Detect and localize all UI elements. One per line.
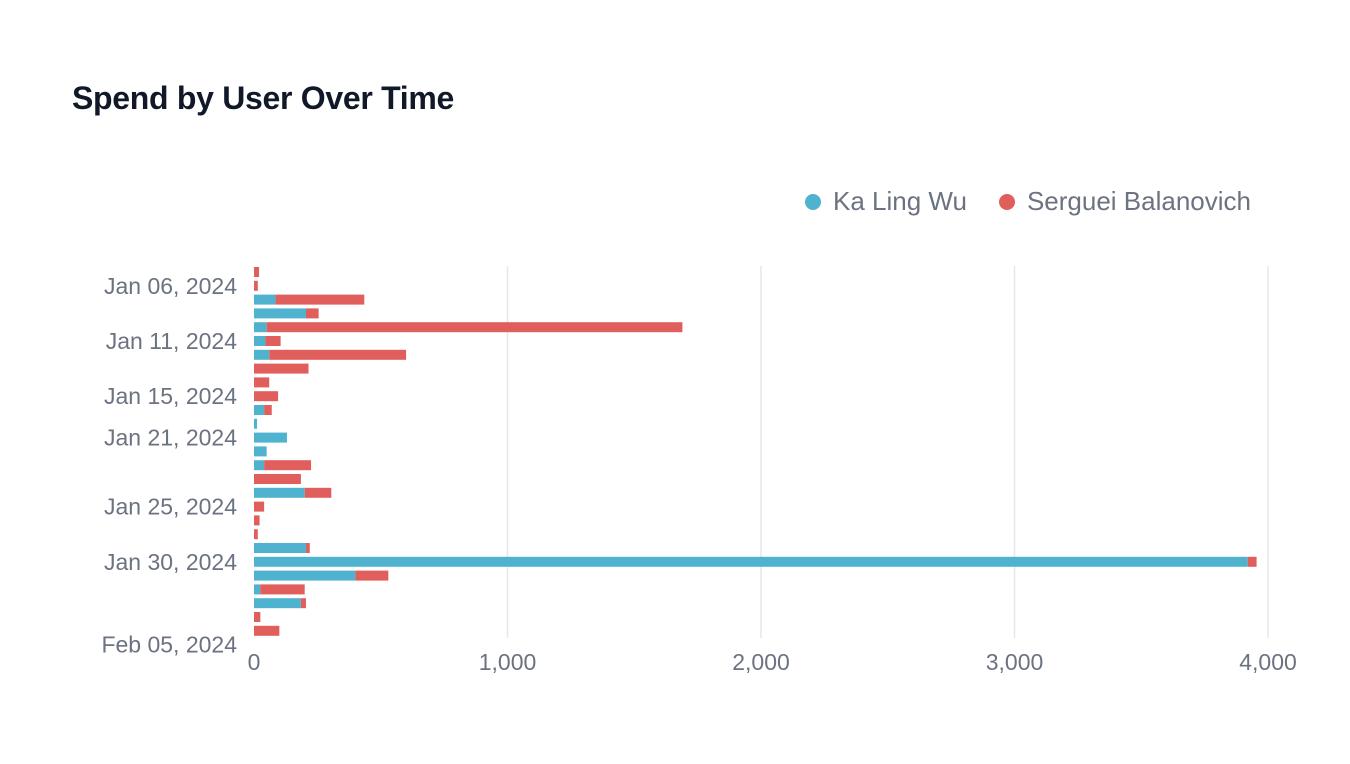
bar-serguei-balanovich <box>254 267 260 277</box>
bar-serguei-balanovich <box>266 322 683 333</box>
bar-ka-ling-wu <box>254 584 261 595</box>
bar-ka-ling-wu <box>254 598 301 609</box>
bar-ka-ling-wu <box>254 460 265 471</box>
legend-item-serguei-balanovich[interactable]: Serguei Balanovich <box>998 186 1251 217</box>
bar-ka-ling-wu <box>254 418 258 429</box>
bar-serguei-balanovich <box>264 405 272 415</box>
bar-ka-ling-wu <box>254 543 306 553</box>
bar-ka-ling-wu <box>254 446 267 457</box>
x-tick-label: 2,000 <box>732 649 790 675</box>
x-tick-label: 3,000 <box>986 649 1044 675</box>
bar-serguei-balanovich <box>254 612 261 622</box>
bar-serguei-balanovich <box>265 336 281 346</box>
bar-serguei-balanovich <box>254 280 258 291</box>
bar-serguei-balanovich <box>254 391 279 402</box>
bar-serguei-balanovich <box>269 349 407 360</box>
y-tick-label: Jan 25, 2024 <box>104 494 237 520</box>
bar-serguei-balanovich <box>254 474 301 484</box>
x-tick-label: 4,000 <box>1239 649 1297 675</box>
x-tick-label: 0 <box>248 649 261 675</box>
y-tick-label: Jan 06, 2024 <box>104 273 237 299</box>
bar-serguei-balanovich <box>254 529 258 540</box>
bar-serguei-balanovich <box>355 570 389 581</box>
legend-label-ka-ling-wu: Ka Ling Wu <box>833 186 967 216</box>
bar-ka-ling-wu <box>254 487 305 498</box>
legend-item-ka-ling-wu[interactable]: Ka Ling Wu <box>805 186 967 217</box>
x-axis-ticks: 0 1,000 2,000 3,000 4,000 <box>248 649 1297 675</box>
bars <box>254 267 1257 636</box>
bar-ka-ling-wu <box>254 405 265 415</box>
legend: Ka Ling Wu Serguei Balanovich <box>805 186 1251 217</box>
bar-serguei-balanovich <box>304 487 332 498</box>
bar-serguei-balanovich <box>254 363 309 374</box>
bar-ka-ling-wu <box>254 432 287 443</box>
y-tick-label: Jan 21, 2024 <box>104 425 237 451</box>
bar-serguei-balanovich <box>1247 556 1257 567</box>
bar-ka-ling-wu <box>254 349 270 360</box>
y-tick-label: Jan 30, 2024 <box>104 549 237 575</box>
bar-serguei-balanovich <box>254 625 280 636</box>
grid-lines <box>506 266 1269 638</box>
chart-title: Spend by User Over Time <box>72 80 454 116</box>
bar-serguei-balanovich <box>260 584 305 595</box>
legend-label-serguei-balanovich: Serguei Balanovich <box>1026 186 1251 216</box>
y-tick-label: Jan 11, 2024 <box>106 328 238 354</box>
bar-ka-ling-wu <box>254 556 1248 567</box>
x-tick-label: 1,000 <box>479 649 537 675</box>
bar-serguei-balanovich <box>254 377 270 388</box>
legend-dot-ka-ling-wu <box>805 193 822 210</box>
bar-serguei-balanovich <box>275 294 365 305</box>
bar-serguei-balanovich <box>305 308 319 319</box>
bar-serguei-balanovich <box>300 598 306 609</box>
bar-ka-ling-wu <box>254 294 276 305</box>
bar-serguei-balanovich <box>264 460 312 471</box>
bar-ka-ling-wu <box>254 336 266 346</box>
bar-serguei-balanovich <box>254 501 265 512</box>
legend-dot-serguei-balanovich <box>998 193 1015 210</box>
bar-ka-ling-wu <box>254 570 356 581</box>
y-axis-ticks: Jan 06, 2024 Jan 11, 2024 Jan 15, 2024 Jan … <box>101 273 237 658</box>
bar-ka-ling-wu <box>254 322 267 333</box>
bar-serguei-balanovich <box>305 543 310 553</box>
y-tick-label: Feb 05, 2024 <box>101 632 237 658</box>
y-tick-label: Jan 15, 2024 <box>104 383 237 409</box>
bar-ka-ling-wu <box>254 308 306 319</box>
bar-serguei-balanovich <box>254 515 260 526</box>
